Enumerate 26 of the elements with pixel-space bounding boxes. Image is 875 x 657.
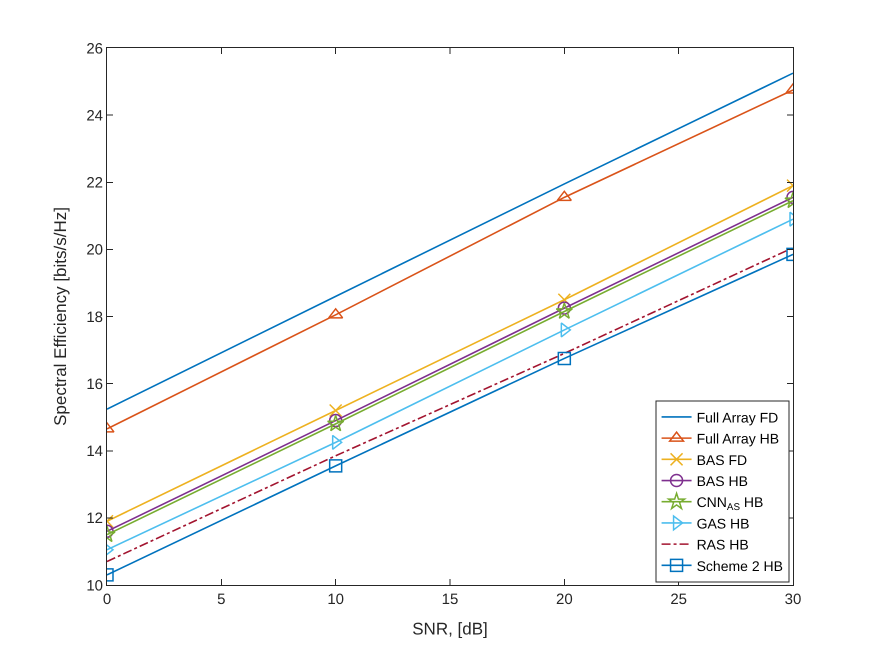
x-tick-label: 5 xyxy=(217,591,226,608)
x-tick-label: 30 xyxy=(784,591,802,608)
legend-label: BAS HB xyxy=(696,472,748,489)
x-tick-label: 25 xyxy=(670,591,688,608)
x-axis-title: SNR, [dB] xyxy=(412,619,488,638)
x-tick-label: 15 xyxy=(442,591,458,608)
legend-label: GAS HB xyxy=(696,515,750,532)
legend-label: CNN$_{AS}$ HB xyxy=(696,494,764,514)
y-tick-label: 14 xyxy=(86,443,103,460)
y-tick-label: 18 xyxy=(86,308,103,326)
legend-label: Scheme 2 HB xyxy=(696,558,783,574)
x-tick-label: 10 xyxy=(327,591,344,608)
legend-label: BAS FD xyxy=(696,452,748,468)
legend-label: RAS HB xyxy=(696,536,749,553)
y-tick-label: 16 xyxy=(86,376,103,393)
y-tick-label: 12 xyxy=(86,510,103,528)
x-tick-label: 20 xyxy=(556,591,573,608)
y-tick-label: 26 xyxy=(86,40,103,58)
x-tick-label: 0 xyxy=(102,591,112,608)
legend-label: Full Array HB xyxy=(696,430,780,447)
y-tick-label: 22 xyxy=(86,174,103,192)
y-tick-label: 10 xyxy=(86,577,103,594)
y-tick-label: 20 xyxy=(86,242,103,259)
legend-label: Full Array FD xyxy=(696,409,778,426)
y-axis-title: Spectral Efficiency [bits/s/Hz] xyxy=(50,207,70,426)
y-tick-label: 24 xyxy=(86,107,103,124)
